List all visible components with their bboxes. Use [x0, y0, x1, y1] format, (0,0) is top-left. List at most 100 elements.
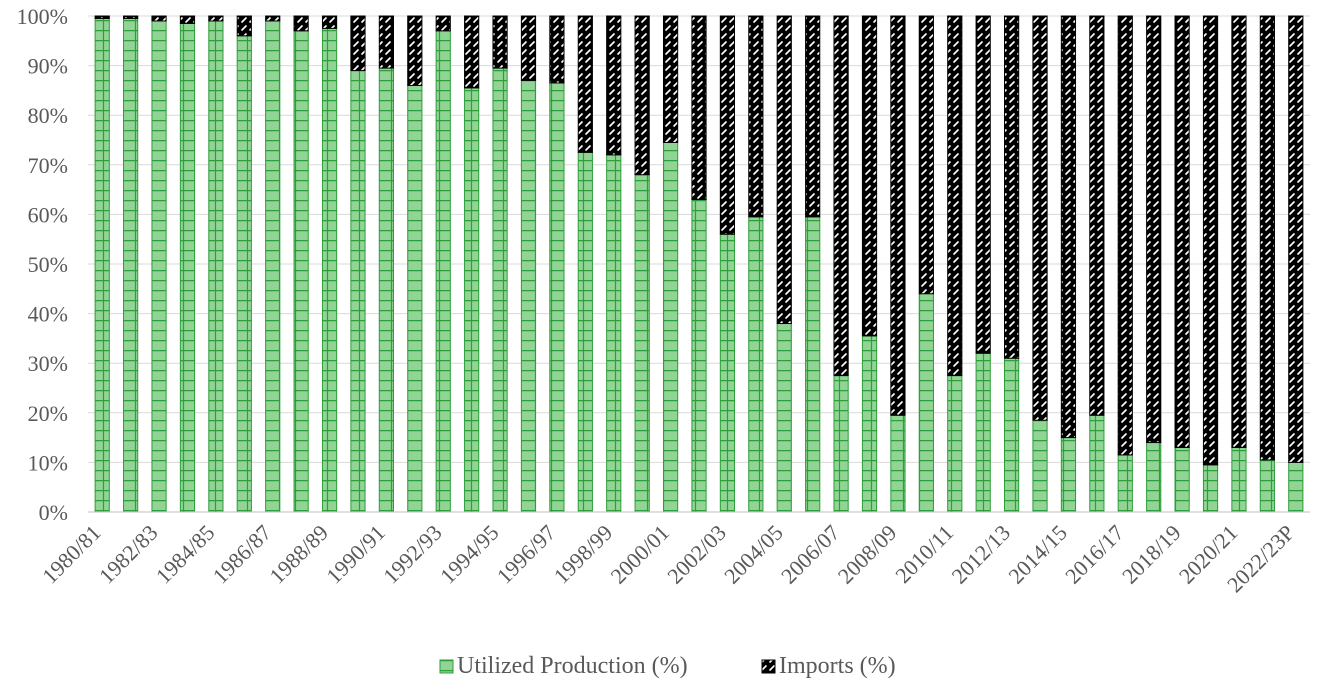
- bar-segment-imports: [776, 15, 792, 325]
- bar-segment-imports: [321, 15, 338, 29]
- x-tick-label: 1998/99: [549, 520, 618, 589]
- bar-segment-imports: [805, 15, 821, 218]
- y-tick-label: 50%: [28, 252, 68, 277]
- bar-segment-utilized-production: [1288, 461, 1304, 513]
- bar-segment-imports: [151, 15, 167, 22]
- bar-segment-utilized-production: [634, 174, 650, 513]
- bar-segment-utilized-production: [549, 82, 565, 513]
- bar-segment-utilized-production: [890, 414, 906, 513]
- bar-segment-utilized-production: [94, 17, 110, 513]
- bar-segment-utilized-production: [464, 87, 480, 513]
- x-tick-label: 2008/09: [833, 520, 902, 589]
- bars: [94, 15, 1304, 513]
- bar-segment-imports: [123, 15, 139, 19]
- bar-segment-utilized-production: [861, 335, 878, 513]
- bar-segment-imports: [1259, 15, 1275, 461]
- legend-label: Utilized Production (%): [457, 653, 688, 679]
- bar-segment-imports: [748, 15, 764, 218]
- bar-segment-utilized-production: [321, 27, 338, 513]
- bar-segment-utilized-production: [606, 154, 622, 513]
- x-tick-label: 1990/91: [321, 520, 390, 589]
- x-tick-label: 1988/89: [264, 520, 333, 589]
- x-tick-label: 1996/97: [492, 520, 561, 589]
- bar-segment-imports: [464, 15, 480, 89]
- bar-segment-imports: [1117, 15, 1133, 456]
- bar-segment-utilized-production: [350, 70, 366, 513]
- bar-segment-utilized-production: [748, 216, 764, 513]
- bar-segment-utilized-production: [975, 352, 991, 513]
- x-tick-label: 2012/13: [946, 520, 1015, 589]
- bar-segment-utilized-production: [151, 20, 167, 513]
- bar-segment-utilized-production: [236, 35, 252, 513]
- x-tick-label: 2010/11: [890, 520, 958, 588]
- bar-segment-utilized-production: [1060, 437, 1077, 513]
- bar-segment-imports: [293, 15, 309, 32]
- bar-segment-imports: [1288, 15, 1304, 463]
- bar-segment-utilized-production: [691, 199, 707, 513]
- legend-swatch-imports: [761, 659, 776, 674]
- bar-segment-utilized-production: [520, 79, 537, 513]
- legend-label: Imports (%): [779, 653, 896, 679]
- x-tick-label: 2000/01: [605, 520, 674, 589]
- bar-segment-imports: [1202, 15, 1219, 466]
- x-tick-label: 2016/17: [1060, 520, 1129, 589]
- bar-segment-utilized-production: [123, 17, 139, 513]
- bar-segment-imports: [947, 15, 963, 377]
- bar-segment-imports: [265, 15, 281, 22]
- legend-swatch-utilized-production: [439, 659, 454, 674]
- x-tick-label: 1986/87: [208, 520, 277, 589]
- bar-segment-imports: [407, 15, 423, 86]
- bar-segment-utilized-production: [918, 293, 934, 513]
- y-tick-label: 40%: [28, 302, 68, 327]
- bar-segment-imports: [833, 15, 849, 377]
- y-tick-label: 90%: [28, 54, 68, 79]
- bar-segment-utilized-production: [265, 20, 281, 513]
- y-tick-label: 70%: [28, 153, 68, 178]
- bar-segment-utilized-production: [1231, 447, 1247, 513]
- bar-segment-utilized-production: [208, 20, 224, 513]
- bar-segment-utilized-production: [1259, 459, 1275, 513]
- y-tick-label: 60%: [28, 202, 68, 227]
- bar-segment-imports: [1060, 15, 1077, 439]
- bar-segment-imports: [236, 15, 252, 37]
- bar-segment-imports: [179, 15, 196, 24]
- bar-segment-imports: [1174, 15, 1190, 449]
- bar-segment-imports: [208, 15, 224, 22]
- y-tick-label: 0%: [39, 500, 68, 525]
- bar-segment-imports: [549, 15, 565, 84]
- y-tick-label: 20%: [28, 401, 68, 426]
- bar-segment-utilized-production: [1202, 464, 1219, 513]
- bar-segment-utilized-production: [662, 141, 679, 513]
- x-tick-label: 2004/05: [719, 520, 788, 589]
- bar-segment-imports: [378, 15, 395, 69]
- bar-segment-imports: [435, 15, 451, 32]
- bar-segment-imports: [1004, 15, 1020, 359]
- y-tick-label: 30%: [28, 351, 68, 376]
- bar-segment-utilized-production: [1032, 419, 1048, 513]
- y-tick-label: 10%: [28, 450, 68, 475]
- bar-segment-utilized-production: [179, 22, 196, 513]
- x-tick-label: 1984/85: [151, 520, 220, 589]
- x-tick-label: 1980/81: [37, 520, 106, 589]
- bar-segment-imports: [606, 15, 622, 156]
- bar-segment-imports: [94, 15, 110, 19]
- bar-segment-utilized-production: [1004, 357, 1020, 513]
- x-tick-label: 2018/19: [1117, 520, 1186, 589]
- bar-segment-utilized-production: [378, 67, 395, 513]
- x-tick-label: 1994/95: [435, 520, 504, 589]
- bar-segment-imports: [492, 15, 508, 69]
- bar-segment-imports: [918, 15, 934, 295]
- bar-segment-imports: [634, 15, 650, 176]
- bar-segment-imports: [691, 15, 707, 201]
- bar-segment-imports: [861, 15, 878, 337]
- bar-segment-utilized-production: [1089, 414, 1105, 513]
- bar-segment-utilized-production: [293, 30, 309, 513]
- x-tick-label: 2006/07: [776, 520, 845, 589]
- legend: Utilized Production (%) Imports (%): [439, 653, 896, 679]
- y-tick-label: 80%: [28, 103, 68, 128]
- x-tick-label: 1982/83: [94, 520, 163, 589]
- bar-segment-utilized-production: [1117, 454, 1133, 513]
- bar-segment-utilized-production: [492, 67, 508, 513]
- bar-segment-imports: [577, 15, 593, 153]
- bar-segment-imports: [890, 15, 906, 416]
